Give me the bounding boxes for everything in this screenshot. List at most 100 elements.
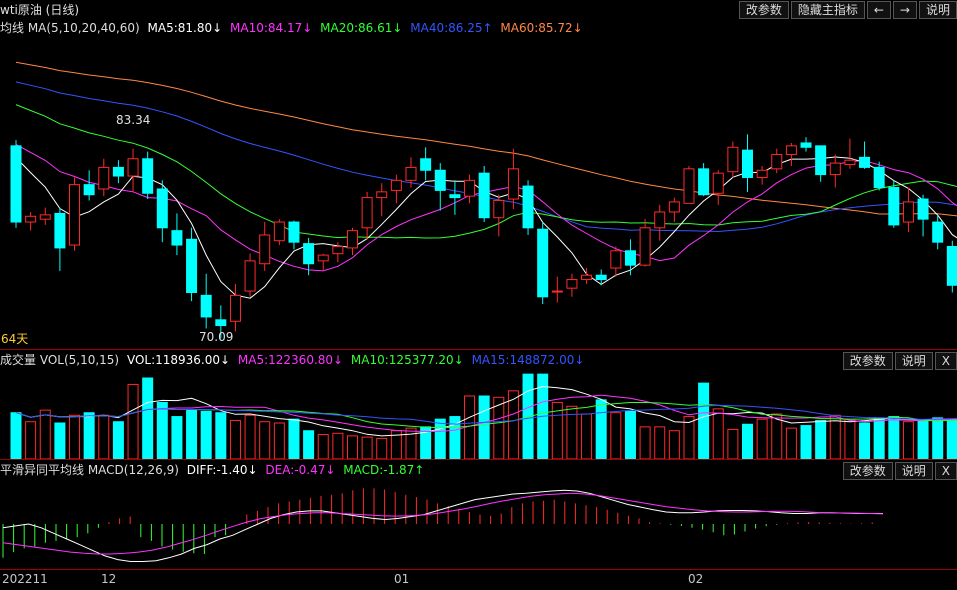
volume-bar xyxy=(683,416,695,459)
candle-body xyxy=(405,166,417,181)
candle-body xyxy=(566,279,578,289)
volume-bar xyxy=(200,410,212,459)
ma-legend: 均线 MA(5,10,20,40,60) MA5:81.80↓ MA10:84.… xyxy=(0,19,587,37)
volume-bar xyxy=(434,418,446,459)
candle-body xyxy=(493,199,505,219)
candle-body xyxy=(478,172,490,219)
candle-body xyxy=(727,146,739,173)
volume-bar xyxy=(859,422,871,459)
candle-body xyxy=(537,228,549,298)
volume-bar xyxy=(610,412,622,459)
volume-bar xyxy=(639,426,651,459)
candle-body xyxy=(844,159,856,166)
candle-body xyxy=(361,197,373,229)
candle-body xyxy=(83,184,95,196)
low-price-label: 70.09 xyxy=(199,330,234,344)
macd-legend: 平滑异同平均线 MACD(12,26,9) DIFF:-1.40↓ DEA:-0… xyxy=(0,461,428,479)
price-chart[interactable] xyxy=(0,38,957,350)
ma40-line xyxy=(15,81,957,233)
candle-body xyxy=(595,274,607,281)
macd-change-params-button[interactable]: 改参数 xyxy=(842,462,893,480)
candle-body xyxy=(946,245,957,286)
volume-bar xyxy=(171,416,183,459)
candle-body xyxy=(127,158,139,177)
volume-bar xyxy=(376,437,388,459)
volume-bar xyxy=(888,416,900,459)
volume-bar xyxy=(493,396,505,459)
volume-bar xyxy=(346,435,358,459)
volume-bar xyxy=(259,421,271,459)
hide-main-indicator-button[interactable]: 隐藏主指标 xyxy=(790,1,865,19)
change-params-button[interactable]: 改参数 xyxy=(738,1,789,19)
candle-body xyxy=(624,250,636,266)
volume-bar xyxy=(54,422,66,459)
volume-bar xyxy=(932,417,944,459)
candle-body xyxy=(507,168,519,200)
volume-bar xyxy=(98,414,110,459)
volume-bar xyxy=(771,413,783,459)
explain-button[interactable]: 说明 xyxy=(918,1,957,19)
volume-bar xyxy=(742,423,753,459)
volume-bar xyxy=(303,430,315,459)
vol-ma20-line xyxy=(15,404,957,425)
volume-bar xyxy=(698,382,710,459)
volume-chart[interactable] xyxy=(0,369,957,459)
ma40-value: MA40:86.25↑ xyxy=(410,21,493,35)
candle-body xyxy=(332,245,344,255)
macd-value: MACD:-1.87↑ xyxy=(343,463,425,477)
ma10-line xyxy=(15,143,957,272)
chart-title: wti原油 (日线) xyxy=(0,3,80,17)
volume-bar xyxy=(727,428,739,459)
volume-bar xyxy=(581,413,593,459)
vol-toolbar: 改参数 说明 X xyxy=(841,352,957,370)
volume-bar xyxy=(551,401,563,459)
vol-value: VOL:118936.00↓ xyxy=(126,353,231,367)
volume-bar xyxy=(566,405,578,459)
volume-bar xyxy=(712,408,724,459)
candle-body xyxy=(581,274,593,281)
candle-body xyxy=(932,221,944,243)
volume-bar xyxy=(405,427,417,459)
volume-bar xyxy=(844,418,856,459)
candle-body xyxy=(873,166,885,189)
volume-bar xyxy=(127,383,139,459)
days-label: 64天 xyxy=(1,332,29,346)
candle-body xyxy=(420,158,432,171)
volume-bar xyxy=(595,399,607,459)
volume-bar xyxy=(10,412,22,459)
volume-bar xyxy=(215,412,227,459)
vol-close-button[interactable]: X xyxy=(934,352,957,370)
ma20-line xyxy=(15,104,957,239)
volume-bar xyxy=(39,409,51,459)
x-tick-label: 12 xyxy=(101,572,117,586)
volume-bar xyxy=(156,401,168,459)
volume-bar xyxy=(654,426,666,459)
candle-body xyxy=(142,158,154,194)
macd-chart[interactable] xyxy=(0,479,957,569)
vol-change-params-button[interactable]: 改参数 xyxy=(842,352,893,370)
candle-body xyxy=(464,179,476,197)
candle-body xyxy=(785,145,797,155)
candle-body xyxy=(259,234,271,265)
volume-bar xyxy=(69,414,81,459)
candle-body xyxy=(112,166,124,177)
volume-bar xyxy=(756,418,768,459)
ma10-value: MA10:84.17↓ xyxy=(230,21,313,35)
title-bar: wti原油 (日线) 改参数 隐藏主指标 ← → 说明 xyxy=(0,0,957,20)
macd-explain-button[interactable]: 说明 xyxy=(894,462,933,480)
macd-close-button[interactable]: X xyxy=(934,462,957,480)
candle-body xyxy=(244,260,256,292)
volume-bar xyxy=(25,421,37,459)
volume-bar xyxy=(288,418,300,459)
candle-body xyxy=(390,179,402,191)
candle-body xyxy=(888,187,900,226)
arrow-left-button[interactable]: ← xyxy=(866,1,891,19)
arrow-right-button[interactable]: → xyxy=(892,1,917,19)
volume-bar xyxy=(186,409,198,459)
ma60-line xyxy=(15,61,957,217)
candle-body xyxy=(186,238,198,293)
candle-body xyxy=(39,214,51,220)
volume-bar xyxy=(507,390,519,459)
candle-body xyxy=(800,142,812,148)
vol-explain-button[interactable]: 说明 xyxy=(894,352,933,370)
